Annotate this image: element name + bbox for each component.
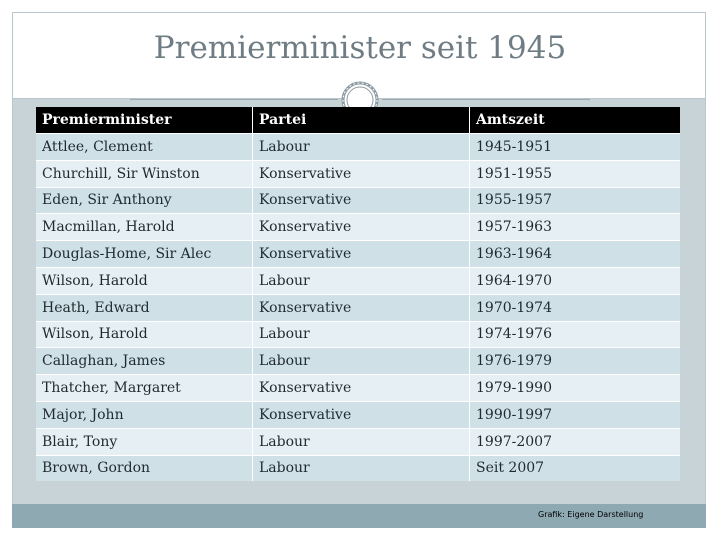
cell-party: Konservative: [252, 213, 470, 241]
cell-party: Konservative: [252, 240, 470, 268]
header-partei: Partei: [252, 107, 470, 134]
cell-term: 1997-2007: [469, 427, 680, 456]
table-row: Eden, Sir Anthony Konservative 1955-1957: [36, 186, 680, 214]
title-divider-left: [130, 99, 338, 100]
cell-term: Seit 2007: [469, 454, 680, 482]
cell-party: Konservative: [252, 186, 470, 214]
cell-name: Wilson, Harold: [36, 320, 253, 348]
cell-term: 1945-1951: [469, 133, 680, 161]
cell-term: 1957-1963: [469, 213, 680, 241]
cell-name: Eden, Sir Anthony: [36, 186, 253, 214]
cell-term: 1951-1955: [469, 159, 680, 188]
cell-name: Heath, Edward: [36, 293, 253, 322]
cell-party: Konservative: [252, 293, 470, 322]
cell-party: Konservative: [252, 400, 470, 429]
cell-term: 1976-1979: [469, 347, 680, 375]
table-row: Wilson, Harold Labour 1964-1970: [36, 266, 680, 295]
cell-party: Labour: [252, 133, 470, 161]
table-row: Blair, Tony Labour 1997-2007: [36, 427, 680, 456]
cell-term: 1955-1957: [469, 186, 680, 214]
slide-title: Premierminister seit 1945: [153, 30, 567, 66]
cell-term: 1970-1974: [469, 293, 680, 322]
cell-party: Labour: [252, 427, 470, 456]
table-header-row: Premierminister Partei Amtszeit: [36, 107, 680, 134]
cell-party: Labour: [252, 320, 470, 348]
cell-party: Konservative: [252, 159, 470, 188]
cell-name: Wilson, Harold: [36, 266, 253, 295]
cell-name: Attlee, Clement: [36, 133, 253, 161]
cell-term: 1974-1976: [469, 320, 680, 348]
cell-name: Macmillan, Harold: [36, 213, 253, 241]
slide-frame-top: [12, 12, 706, 100]
table-row: Thatcher, Margaret Konservative 1979-199…: [36, 374, 680, 402]
title-divider-right: [382, 99, 590, 100]
header-premierminister: Premierminister: [36, 107, 253, 134]
cell-name: Brown, Gordon: [36, 454, 253, 482]
prime-ministers-table: Premierminister Partei Amtszeit Attlee, …: [36, 107, 680, 482]
table-row: Wilson, Harold Labour 1974-1976: [36, 320, 680, 348]
cell-name: Major, John: [36, 400, 253, 429]
cell-term: 1964-1970: [469, 266, 680, 295]
cell-name: Churchill, Sir Winston: [36, 159, 253, 188]
table-row: Churchill, Sir Winston Konservative 1951…: [36, 159, 680, 188]
table-row: Attlee, Clement Labour 1945-1951: [36, 133, 680, 161]
header-amtszeit: Amtszeit: [469, 107, 680, 134]
table-row: Brown, Gordon Labour Seit 2007: [36, 454, 680, 482]
table-row: Douglas-Home, Sir Alec Konservative 1963…: [36, 240, 680, 268]
cell-name: Callaghan, James: [36, 347, 253, 375]
cell-party: Labour: [252, 266, 470, 295]
table-row: Macmillan, Harold Konservative 1957-1963: [36, 213, 680, 241]
table-row: Major, John Konservative 1990-1997: [36, 400, 680, 429]
cell-party: Konservative: [252, 374, 470, 402]
cell-term: 1963-1964: [469, 240, 680, 268]
table-row: Callaghan, James Labour 1976-1979: [36, 347, 680, 375]
footer-bar: [12, 504, 706, 528]
cell-name: Thatcher, Margaret: [36, 374, 253, 402]
cell-term: 1990-1997: [469, 400, 680, 429]
cell-name: Blair, Tony: [36, 427, 253, 456]
table-row: Heath, Edward Konservative 1970-1974: [36, 293, 680, 322]
cell-name: Douglas-Home, Sir Alec: [36, 240, 253, 268]
source-caption: Grafik: Eigene Darstellung: [538, 510, 644, 519]
cell-party: Labour: [252, 347, 470, 375]
cell-term: 1979-1990: [469, 374, 680, 402]
cell-party: Labour: [252, 454, 470, 482]
